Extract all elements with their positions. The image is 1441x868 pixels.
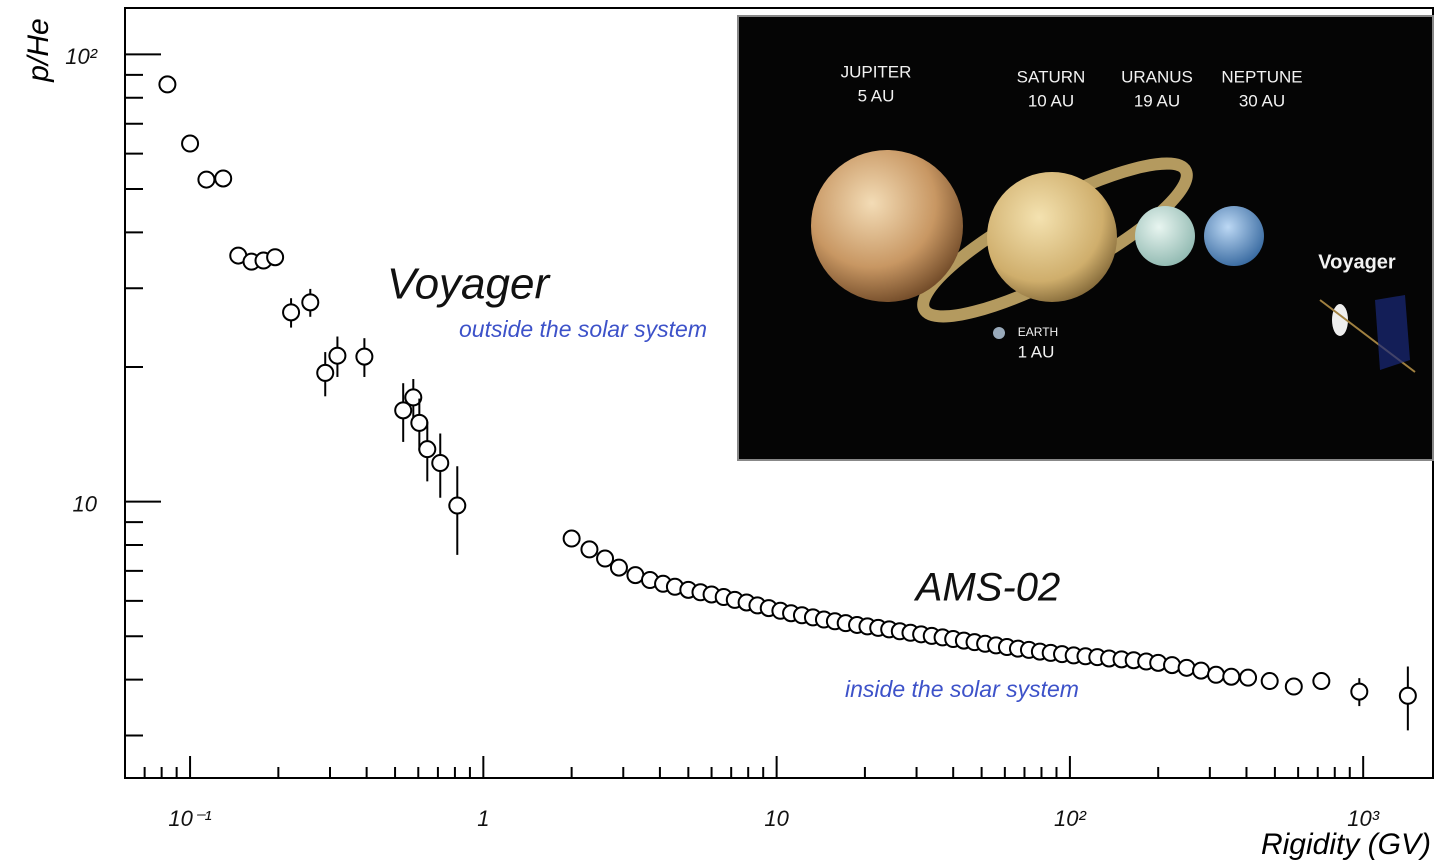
data-point bbox=[355, 347, 374, 366]
inset-label: 19 AU bbox=[1134, 91, 1180, 110]
y-axis-label: p/He bbox=[22, 18, 55, 82]
annotation: inside the solar system bbox=[845, 676, 1079, 702]
inset-label: NEPTUNE bbox=[1221, 67, 1302, 86]
inset-label: JUPITER bbox=[841, 62, 912, 81]
inset-label: 1 AU bbox=[1018, 342, 1055, 361]
inset-label: URANUS bbox=[1121, 67, 1193, 86]
series-label: Voyager bbox=[387, 260, 552, 309]
data-point bbox=[1312, 672, 1331, 691]
data-point bbox=[328, 346, 347, 365]
data-point bbox=[266, 248, 285, 267]
data-point bbox=[448, 496, 467, 515]
data-point bbox=[1284, 677, 1303, 696]
annotation: outside the solar system bbox=[459, 316, 707, 342]
data-point bbox=[394, 401, 413, 420]
data-point bbox=[214, 169, 233, 188]
saturn bbox=[987, 172, 1117, 302]
data-point bbox=[282, 303, 301, 322]
x-tick-label: 10³ bbox=[1347, 806, 1379, 831]
data-point bbox=[410, 413, 429, 432]
voyager-shadow bbox=[1375, 295, 1410, 370]
series-label: AMS-02 bbox=[914, 566, 1061, 610]
data-point bbox=[1177, 658, 1196, 677]
data-point bbox=[431, 454, 450, 473]
data-point bbox=[1163, 656, 1182, 675]
inset-label: SATURN bbox=[1017, 67, 1086, 86]
x-tick-label: 1 bbox=[477, 806, 489, 831]
data-point bbox=[158, 75, 177, 94]
data-point bbox=[1350, 682, 1369, 701]
inset-image: JUPITER 5 AU SATURN 10 AU URANUS 19 AU N… bbox=[737, 15, 1434, 461]
x-tick-label: 10² bbox=[1054, 806, 1086, 831]
data-point bbox=[404, 388, 423, 407]
data-point bbox=[1239, 668, 1258, 687]
data-point bbox=[580, 540, 599, 559]
inset-label: 10 AU bbox=[1028, 91, 1074, 110]
inset-label: Voyager bbox=[1318, 251, 1396, 273]
data-point bbox=[1260, 672, 1279, 691]
y-tick-label: 10 bbox=[73, 491, 98, 516]
data-point bbox=[301, 293, 320, 312]
y-tick-label: 10² bbox=[65, 44, 97, 69]
x-tick-label: 10⁻¹ bbox=[168, 806, 211, 831]
data-point bbox=[181, 134, 200, 153]
inset-label: EARTH bbox=[1018, 325, 1058, 339]
data-point bbox=[609, 558, 628, 577]
data-point bbox=[418, 440, 437, 459]
data-point bbox=[596, 549, 615, 568]
neptune bbox=[1204, 206, 1264, 266]
data-point bbox=[1192, 661, 1211, 680]
inset-label: 30 AU bbox=[1239, 91, 1285, 110]
inset-label: 5 AU bbox=[858, 86, 895, 105]
uranus bbox=[1135, 206, 1195, 266]
data-point bbox=[197, 170, 216, 189]
data-point bbox=[1207, 665, 1226, 684]
data-point bbox=[626, 566, 645, 585]
data-point bbox=[562, 529, 581, 548]
data-point bbox=[1222, 667, 1241, 686]
x-axis-label: Rigidity (GV) bbox=[1261, 828, 1431, 861]
jupiter bbox=[811, 150, 963, 302]
data-point bbox=[316, 363, 335, 382]
earth bbox=[993, 327, 1005, 339]
data-point bbox=[1398, 686, 1417, 705]
x-tick-label: 10 bbox=[764, 806, 789, 831]
